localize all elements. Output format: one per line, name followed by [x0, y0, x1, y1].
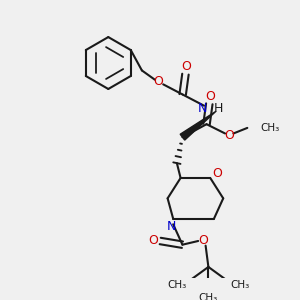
Text: H: H	[213, 102, 223, 115]
Text: CH₃: CH₃	[260, 123, 280, 133]
Text: N: N	[197, 102, 207, 115]
Text: O: O	[224, 129, 234, 142]
Text: O: O	[182, 60, 191, 73]
Text: N: N	[167, 220, 176, 233]
Text: O: O	[198, 235, 208, 248]
Text: CH₃: CH₃	[199, 293, 218, 300]
Text: O: O	[213, 167, 223, 180]
Text: O: O	[205, 90, 215, 103]
Text: CH₃: CH₃	[230, 280, 250, 290]
Text: O: O	[154, 75, 164, 88]
Text: CH₃: CH₃	[167, 280, 187, 290]
Text: O: O	[148, 235, 158, 248]
Polygon shape	[180, 111, 216, 140]
